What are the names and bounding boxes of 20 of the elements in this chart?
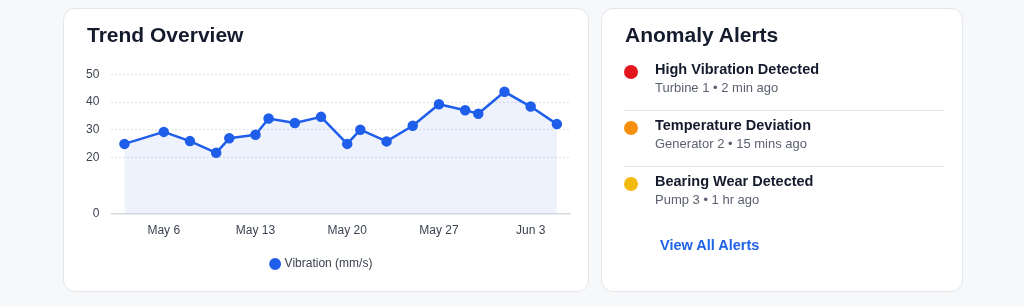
x-tick-label: May 6 bbox=[147, 223, 181, 238]
y-tick-label: 0 bbox=[92, 205, 100, 220]
text: Temperature Deviation bbox=[655, 117, 812, 133]
text: Pump 3 • 1 hr ago bbox=[655, 192, 761, 207]
y-tick-label: 50 bbox=[85, 66, 100, 81]
legend-label: Vibration (mm/s) bbox=[284, 256, 373, 271]
text: View All Alerts bbox=[660, 237, 761, 253]
text: High Vibration Detected bbox=[655, 61, 820, 77]
x-tick-label: May 27 bbox=[419, 223, 459, 238]
text: Bearing Wear Detected bbox=[655, 173, 814, 189]
y-tick-label: 30 bbox=[85, 122, 100, 137]
y-tick-label: 40 bbox=[85, 94, 100, 109]
x-tick-label: May 13 bbox=[235, 223, 276, 238]
chart-title: Trend Overview bbox=[87, 23, 244, 47]
x-tick-label: May 20 bbox=[327, 223, 368, 238]
text: Turbine 1 • 2 min ago bbox=[655, 80, 780, 95]
x-tick-label: Jun 3 bbox=[516, 223, 546, 238]
y-tick-label: 20 bbox=[85, 150, 100, 165]
text: Generator 2 • 15 mins ago bbox=[655, 136, 808, 151]
text: Anomaly Alerts bbox=[625, 23, 779, 47]
